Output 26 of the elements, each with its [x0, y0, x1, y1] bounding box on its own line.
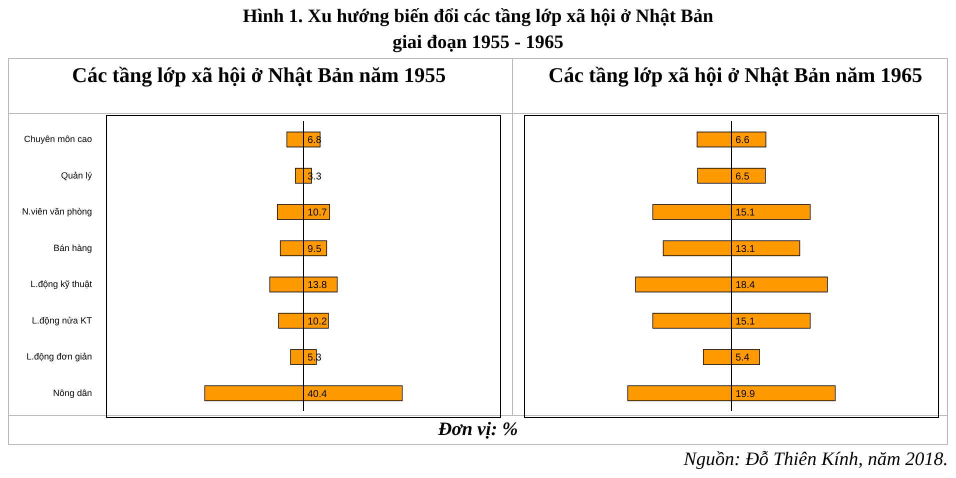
data-label: 6.5: [736, 171, 750, 182]
category-label: Quản lý: [60, 170, 92, 180]
data-label: 19.9: [736, 388, 756, 400]
data-label: 15.1: [736, 316, 756, 328]
category-label: L.động nửa KT: [32, 315, 92, 326]
data-label: 9.5: [308, 244, 322, 255]
data-label: 10.7: [308, 208, 328, 218]
data-label: 40.4: [308, 388, 328, 400]
text: Các tầng lớp xã hội ở Nhật Bản năm 1965: [548, 63, 924, 87]
category-label: Chuyên môn cao: [24, 134, 92, 144]
text: Hình 1. Xu hướng biến đổi các tầng lớp xã hội ở Nhật Bản giai đoạn 1955 - 1965: [242, 5, 714, 55]
data-label: 6.6: [736, 135, 750, 146]
category-label: Bán hàng: [53, 242, 92, 253]
text: Đơn vị: %: [437, 419, 519, 441]
text: Các tầng lớp xã hội ở Nhật Bản năm 1955: [71, 63, 447, 87]
data-label: 15.1: [736, 208, 756, 218]
data-label: 13.1: [736, 244, 756, 255]
category-label: L.động kỹ thuật: [30, 279, 92, 290]
data-label: 18.4: [736, 280, 756, 291]
category-label: N.viên văn phòng: [22, 206, 92, 217]
text: Nguồn: Đỗ Thiên Kính, năm 2018.: [684, 449, 948, 471]
category-label: Nông dân: [52, 388, 92, 398]
data-label: 13.8: [308, 280, 328, 291]
data-label: 5.4: [736, 352, 750, 364]
category-label: L.động đơn giản: [26, 352, 92, 362]
data-label: 10.2: [308, 316, 328, 328]
